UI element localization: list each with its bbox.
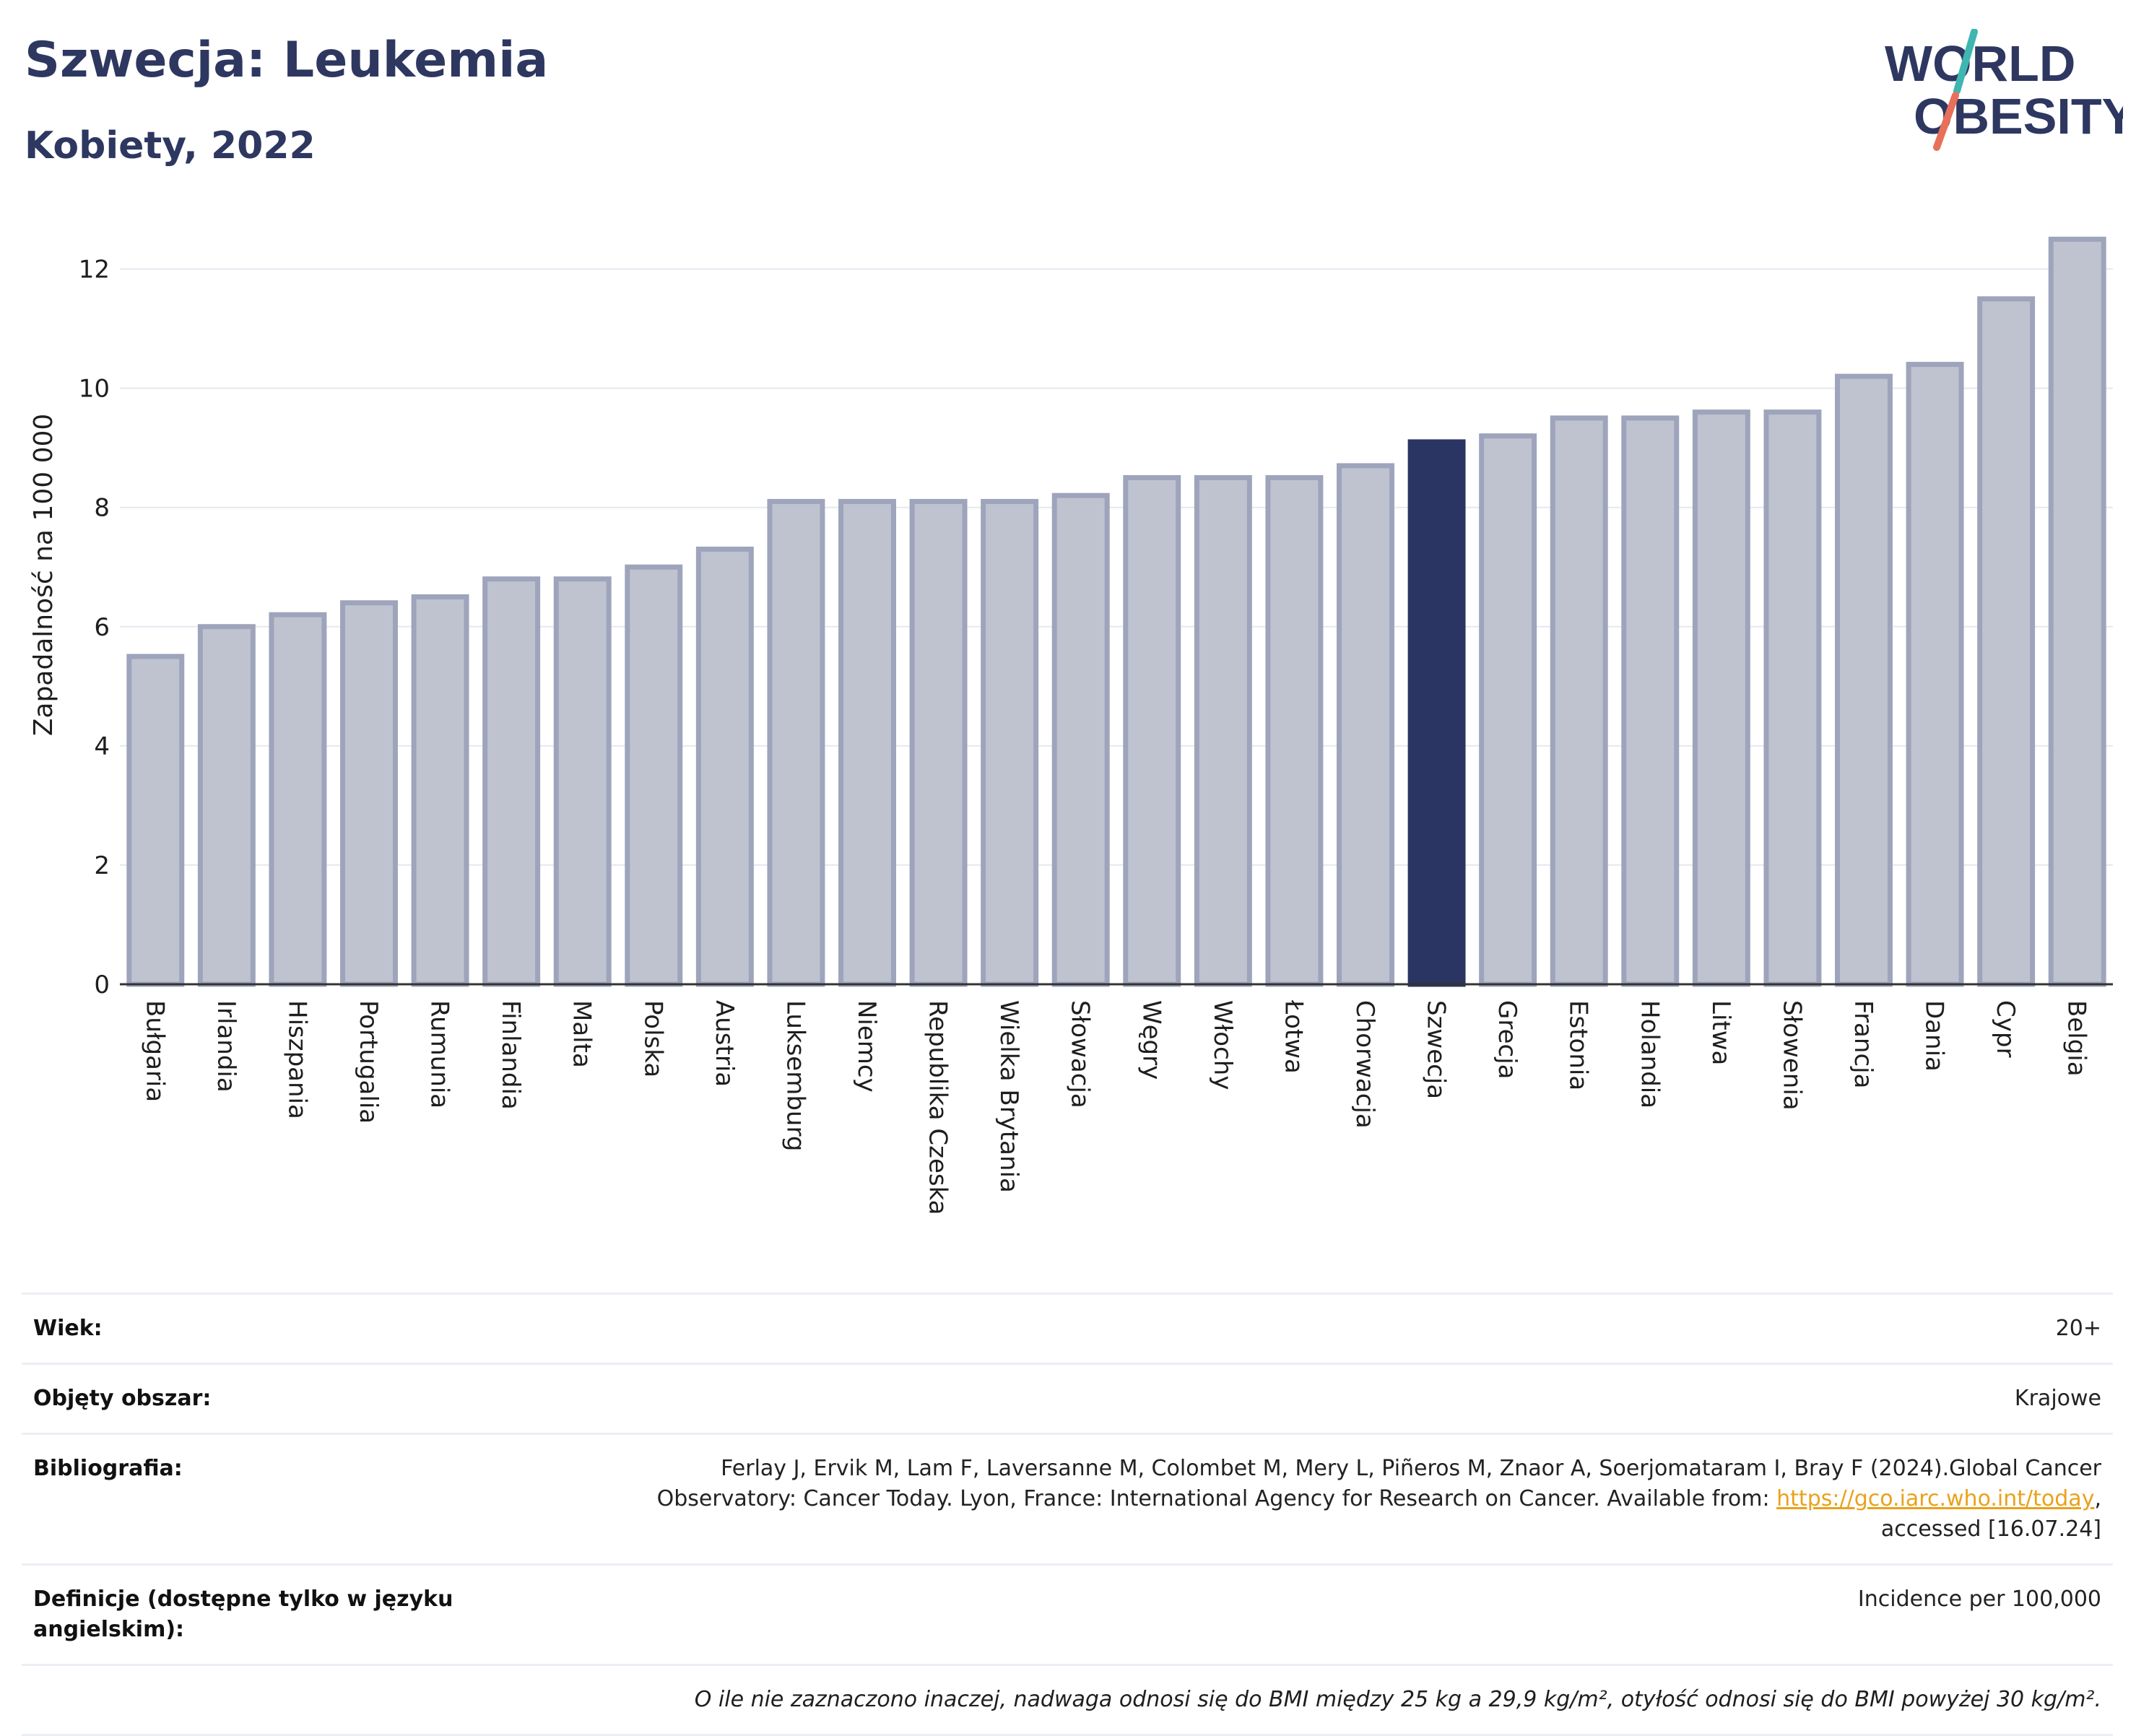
bar bbox=[1265, 474, 1324, 987]
x-tick-label: Litwa bbox=[1706, 1000, 1735, 1065]
area-label: Objęty obszar: bbox=[33, 1386, 212, 1411]
y-tick-label: 2 bbox=[94, 851, 110, 880]
bibliography-label: Bibliografia: bbox=[33, 1456, 183, 1481]
bibliography-text-3: , bbox=[2094, 1486, 2101, 1511]
y-tick-label: 4 bbox=[94, 732, 110, 761]
world-obesity-logo: WORLD OBESITY bbox=[1885, 29, 2123, 151]
bar bbox=[695, 546, 754, 987]
meta-row-definitions: Definicje (dostępne tylko w języku angie… bbox=[22, 1563, 2113, 1664]
definitions-label: Definicje (dostępne tylko w języku angie… bbox=[33, 1587, 453, 1642]
y-tick-label: 10 bbox=[79, 375, 110, 404]
bar bbox=[1550, 415, 1608, 987]
x-tick-label: Holandia bbox=[1635, 1000, 1664, 1108]
definitions-value: Incidence per 100,000 bbox=[1857, 1587, 2101, 1612]
bar bbox=[1123, 474, 1181, 987]
x-tick-label: Węgry bbox=[1137, 1000, 1165, 1080]
x-tick-label: Bułgaria bbox=[140, 1000, 169, 1102]
bibliography-text-2: Observatory: Cancer Today. Lyon, France:… bbox=[656, 1486, 1777, 1511]
bar bbox=[269, 612, 327, 987]
x-tick-label: Włochy bbox=[1208, 1000, 1237, 1090]
x-tick-label: Estonia bbox=[1564, 1000, 1593, 1090]
bar bbox=[767, 498, 825, 987]
x-tick-label: Chorwacja bbox=[1350, 1000, 1379, 1129]
x-tick-label: Słowacja bbox=[1066, 1000, 1095, 1108]
footnote: O ile nie zaznaczono inaczej, nadwaga od… bbox=[694, 1687, 2101, 1712]
x-tick-labels: Bułgaria Irlandia Hiszpania Portugalia Rumun… bbox=[140, 999, 2091, 1215]
y-tick-labels: 0 2 4 6 8 10 12 bbox=[79, 256, 110, 999]
bar bbox=[126, 654, 185, 987]
x-tick-label: Republika Czeska bbox=[924, 1000, 952, 1215]
x-tick-label: Francja bbox=[1849, 1000, 1877, 1088]
bar bbox=[1337, 463, 1394, 987]
bibliography-text-4: accessed [16.07.24] bbox=[1880, 1516, 2101, 1542]
bar bbox=[981, 498, 1039, 987]
y-tick-label: 12 bbox=[79, 256, 110, 285]
bibliography-text-1: Ferlay J, Ervik M, Lam F, Laversanne M, … bbox=[721, 1456, 2101, 1481]
y-tick-label: 0 bbox=[94, 971, 110, 999]
x-tick-label: Luksemburg bbox=[781, 1000, 809, 1151]
x-tick-label: Austria bbox=[710, 1000, 739, 1087]
bar bbox=[482, 576, 541, 987]
x-tick-label: Irlandia bbox=[212, 1000, 240, 1093]
meta-row-age: Wiek: 20+ bbox=[22, 1293, 2113, 1363]
bar bbox=[1906, 362, 1964, 987]
x-tick-label: Cypr bbox=[1991, 1000, 2020, 1057]
bar-highlighted bbox=[1407, 439, 1466, 987]
x-tick-label: Polska bbox=[638, 1000, 667, 1077]
bar bbox=[1194, 474, 1252, 987]
bar bbox=[1479, 433, 1537, 987]
bar bbox=[625, 564, 683, 987]
bars bbox=[126, 236, 2106, 987]
bar bbox=[1835, 373, 1893, 987]
x-tick-label: Niemcy bbox=[852, 1000, 881, 1093]
meta-row-area: Objęty obszar: Krajowe bbox=[22, 1363, 2113, 1433]
page-subtitle: Kobiety, 2022 bbox=[25, 124, 316, 168]
bar bbox=[1692, 409, 1750, 987]
metadata-table: Wiek: 20+ Objęty obszar: Krajowe Bibliog… bbox=[22, 1293, 2113, 1736]
x-tick-label: Portugalia bbox=[354, 1000, 383, 1124]
bar bbox=[340, 600, 398, 987]
bar bbox=[909, 498, 968, 987]
page-title: Szwecja: Leukemia bbox=[25, 32, 549, 89]
bibliography-link[interactable]: https://gco.iarc.who.int/today bbox=[1776, 1486, 2095, 1511]
bibliography-value: Ferlay J, Ervik M, Lam F, Laversanne M, … bbox=[657, 1454, 2101, 1545]
bar bbox=[197, 624, 256, 987]
y-tick-label: 8 bbox=[94, 494, 110, 523]
area-value: Krajowe bbox=[2014, 1386, 2101, 1411]
x-tick-label: Wielka Brytania bbox=[994, 1000, 1023, 1193]
y-tick-label: 6 bbox=[94, 613, 110, 642]
bar bbox=[411, 594, 469, 987]
age-label: Wiek: bbox=[33, 1316, 103, 1341]
meta-row-bibliography: Bibliografia: Ferlay J, Ervik M, Lam F, … bbox=[22, 1433, 2113, 1563]
logo-line1: WORLD bbox=[1885, 35, 2075, 92]
x-tick-label: Belgia bbox=[2062, 1000, 2091, 1077]
x-tick-label: Szwecja bbox=[1422, 1000, 1451, 1099]
bar-chart: 0 2 4 6 8 10 12 Bułgaria Irlandia Hiszpania Portu… bbox=[29, 236, 2113, 1215]
y-axis-label: Zapadalność na 100 000 bbox=[29, 414, 58, 737]
bar bbox=[1763, 409, 1822, 987]
bar bbox=[2048, 236, 2106, 987]
bar bbox=[1621, 415, 1680, 987]
x-tick-label: Hiszpania bbox=[282, 1000, 311, 1119]
x-tick-label: Rumunia bbox=[425, 1000, 454, 1108]
bar bbox=[838, 498, 896, 987]
bar bbox=[1051, 492, 1110, 987]
x-tick-label: Finlandia bbox=[496, 1000, 525, 1110]
bar bbox=[553, 576, 612, 987]
x-tick-label: Malta bbox=[568, 1000, 596, 1068]
x-tick-label: Słowenia bbox=[1777, 1000, 1806, 1111]
x-tick-label: Łotwa bbox=[1279, 999, 1308, 1074]
x-tick-label: Dania bbox=[1920, 1000, 1949, 1072]
bar bbox=[1977, 296, 2036, 987]
age-value: 20+ bbox=[2055, 1316, 2101, 1341]
meta-row-note: O ile nie zaznaczono inaczej, nadwaga od… bbox=[22, 1664, 2113, 1736]
x-tick-label: Grecja bbox=[1493, 1000, 1521, 1079]
